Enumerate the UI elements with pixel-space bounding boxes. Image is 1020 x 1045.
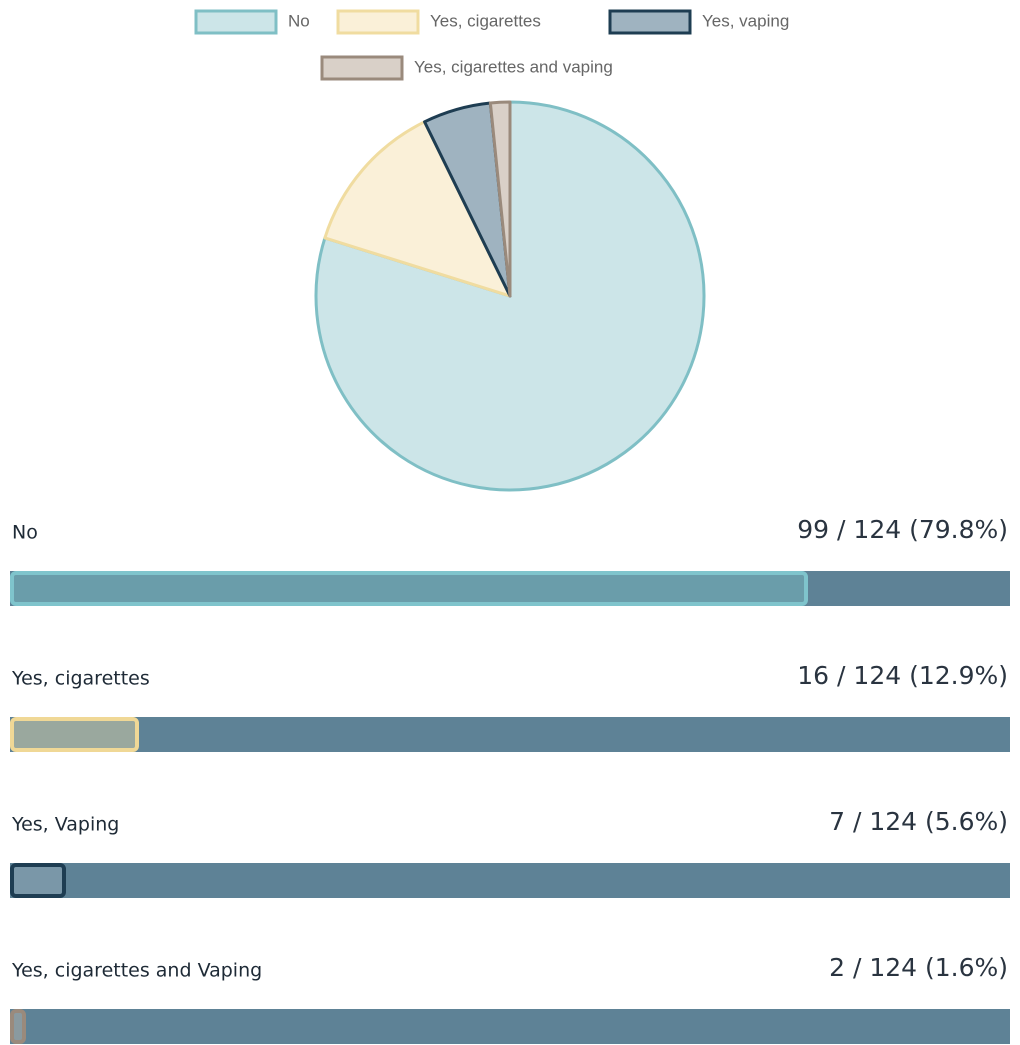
bar-track [10,717,1010,752]
bar-track [10,863,1010,898]
legend-swatch [194,9,278,35]
response-label: No [12,522,38,544]
response-value: 99 / 124 (79.8%) [797,515,1008,544]
bar-fill [10,1009,26,1044]
response-value: 7 / 124 (5.6%) [829,807,1008,836]
pie-slice [314,100,706,492]
legend-swatch [320,55,404,81]
bar-fill [10,717,139,752]
response-value: 16 / 124 (12.9%) [797,661,1008,690]
legend-label: Yes, cigarettes and vaping [414,57,613,76]
response-label: Yes, Vaping [11,814,119,836]
response-value: 2 / 124 (1.6%) [829,953,1008,982]
bar-fill [10,571,808,606]
pie-slice [323,120,512,298]
legend-label: Yes, cigarettes [430,11,541,30]
legend-swatch [336,9,420,35]
bar-fill [10,863,66,898]
response-label: Yes, cigarettes and Vaping [11,960,262,982]
pie-slice [488,100,512,298]
response-label: Yes, cigarettes [11,668,150,690]
legend-label: No [288,11,310,30]
legend-swatch [608,9,692,35]
bar-track [10,1009,1010,1044]
legend-label: Yes, vaping [702,11,789,30]
